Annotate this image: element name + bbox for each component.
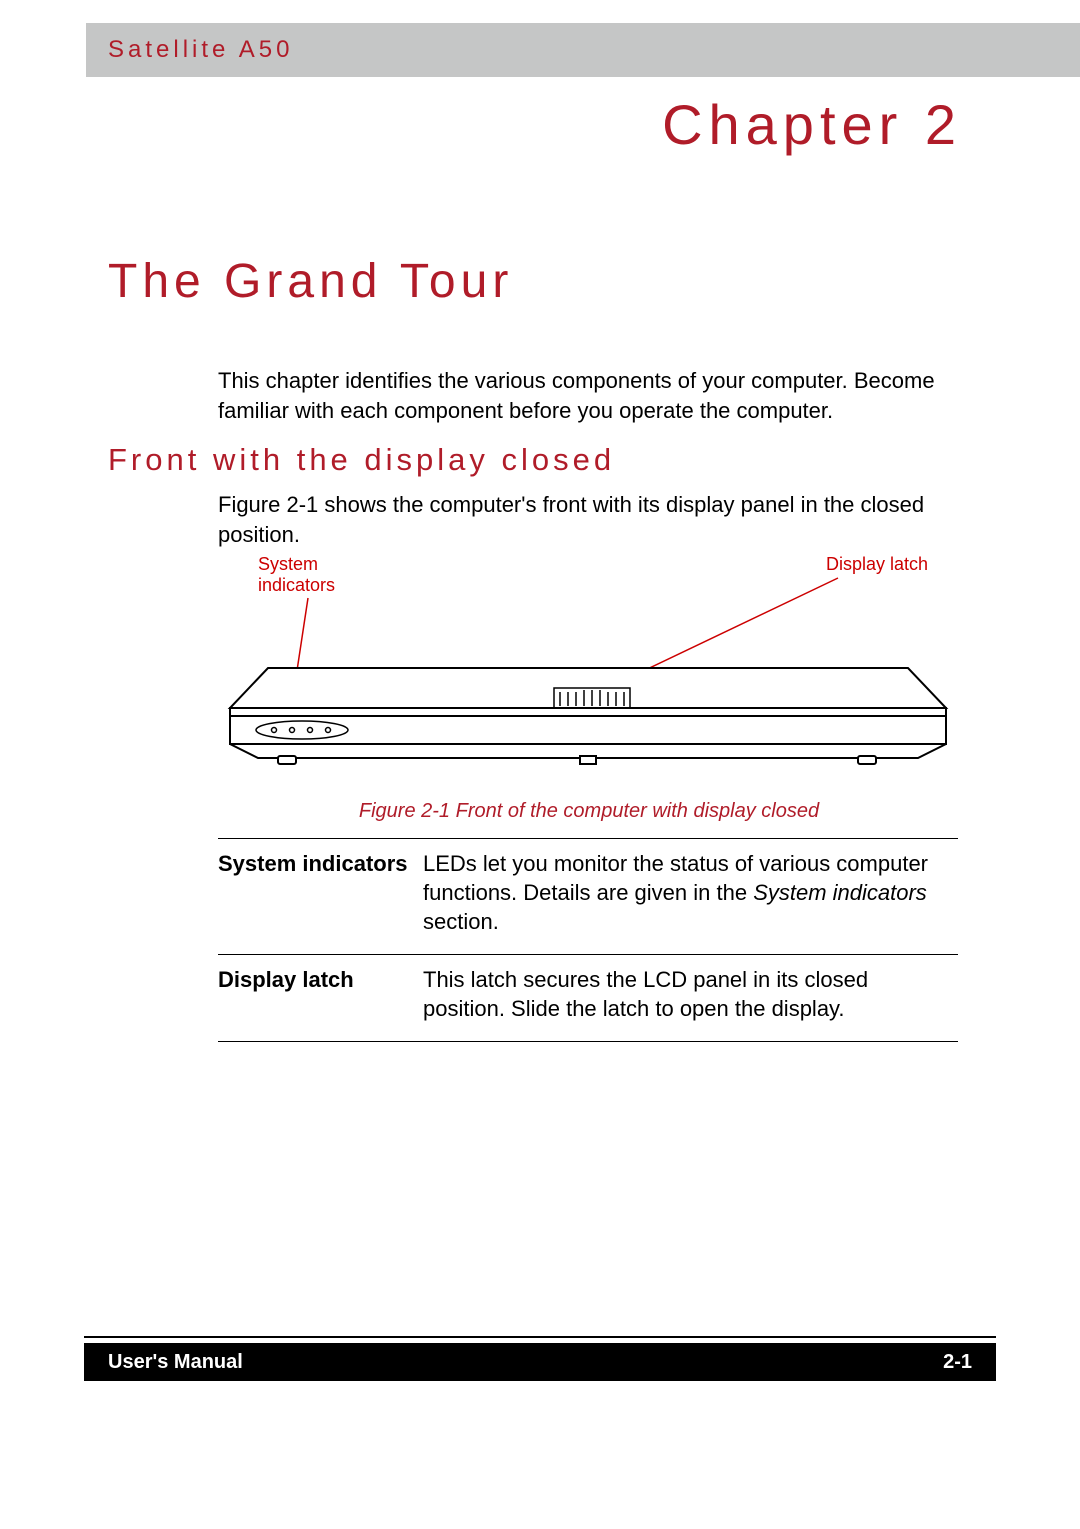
footer-bar: User's Manual 2-1 (84, 1343, 996, 1381)
section-heading: Front with the display closed (108, 442, 615, 478)
table-row: Display latch This latch secures the LCD… (218, 955, 958, 1042)
figure-caption: Figure 2-1 Front of the computer with di… (218, 800, 960, 823)
definition-term: Display latch (218, 955, 423, 1042)
footer-divider (84, 1336, 996, 1338)
footer-manual-label: User's Manual (108, 1351, 243, 1374)
definition-text: section. (423, 909, 499, 934)
header-bar: Satellite A50 (86, 23, 1080, 77)
definition-description: This latch secures the LCD panel in its … (423, 955, 958, 1042)
definitions-table: System indicators LEDs let you monitor t… (218, 838, 958, 1042)
definition-text: This latch secures the LCD panel in its … (423, 967, 868, 1021)
definition-description: LEDs let you monitor the status of vario… (423, 839, 958, 955)
chapter-title: The Grand Tour (108, 254, 513, 309)
section-paragraph: Figure 2-1 shows the computer's front wi… (218, 490, 960, 549)
definition-term: System indicators (218, 839, 423, 955)
page: Satellite A50 Chapter 2 The Grand Tour T… (0, 0, 1080, 1529)
figure-container: System indicators Display latch (218, 550, 958, 810)
chapter-label: Chapter 2 (662, 92, 962, 157)
definition-italic: System indicators (753, 880, 927, 905)
laptop-front-diagram (218, 570, 958, 800)
footer-page-number: 2-1 (943, 1351, 972, 1374)
table-row: System indicators LEDs let you monitor t… (218, 839, 958, 955)
product-name: Satellite A50 (108, 36, 293, 64)
intro-paragraph: This chapter identifies the various comp… (218, 366, 960, 425)
